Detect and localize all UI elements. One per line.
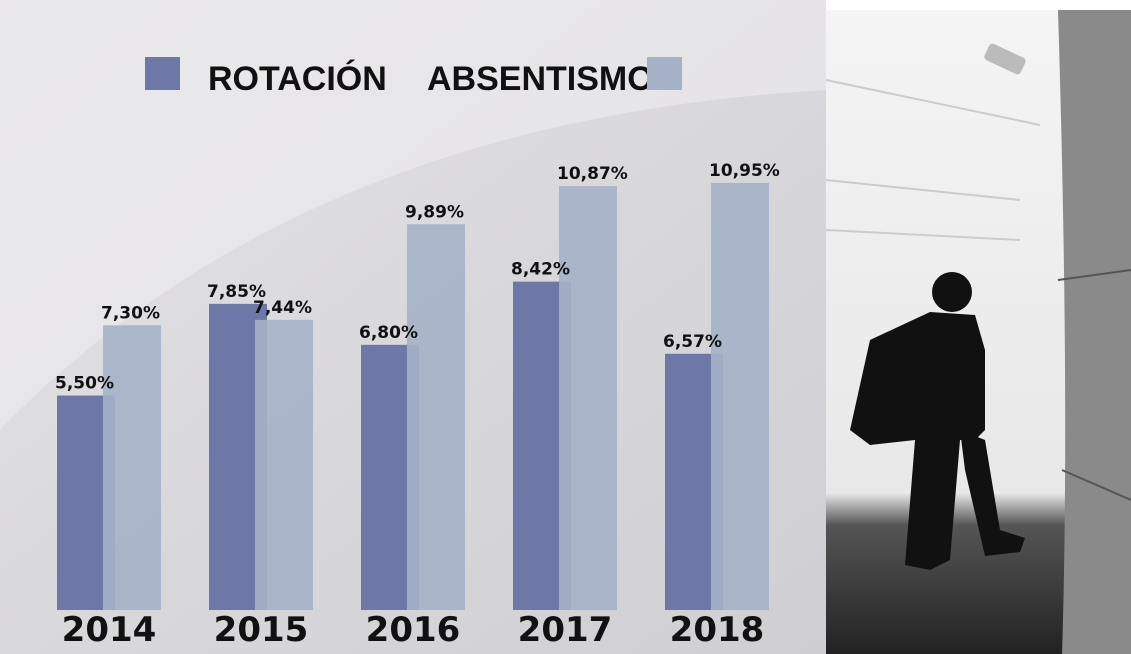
x-tick-label: 2018: [670, 610, 765, 650]
legend: ROTACIÓN ABSENTISMO: [145, 57, 682, 98]
bar: [407, 224, 465, 611]
photo: [825, 10, 1131, 654]
data-label: 6,57%: [663, 332, 722, 352]
data-label: 9,89%: [405, 202, 464, 222]
background-shade: [0, 0, 826, 430]
x-tick-label: 2016: [366, 610, 461, 650]
data-label: 7,85%: [207, 282, 266, 302]
legend-swatch: [647, 57, 682, 90]
legend-swatch: [145, 57, 180, 90]
photo-ceiling-lines: [825, 79, 1041, 241]
photo-camera: [984, 43, 1026, 75]
data-label: 7,44%: [253, 298, 312, 318]
data-label: 10,87%: [557, 164, 628, 184]
x-tick-label: 2015: [214, 610, 309, 650]
x-tick-label: 2017: [518, 610, 613, 650]
bars: 5,50% 7,30% 2014 7,85%7,44% 2015 6,80% 9,89% 20…: [55, 161, 780, 650]
photo-wall: [1058, 10, 1131, 654]
data-label: 5,50%: [55, 374, 114, 394]
photo-person: [850, 272, 1025, 570]
legend-label: ROTACIÓN: [208, 60, 387, 98]
bar: [559, 186, 617, 610]
data-label: 10,95%: [709, 161, 780, 181]
bar: [103, 325, 161, 610]
legend-label: ABSENTISMO: [427, 60, 654, 98]
photo-wall-lines: [1057, 269, 1131, 501]
x-tick-label: 2014: [62, 610, 157, 650]
data-label: 7,30%: [101, 303, 160, 323]
data-label: 6,80%: [359, 323, 418, 343]
bar: [255, 319, 313, 610]
data-label: 8,42%: [511, 260, 570, 280]
bar: [711, 182, 769, 610]
